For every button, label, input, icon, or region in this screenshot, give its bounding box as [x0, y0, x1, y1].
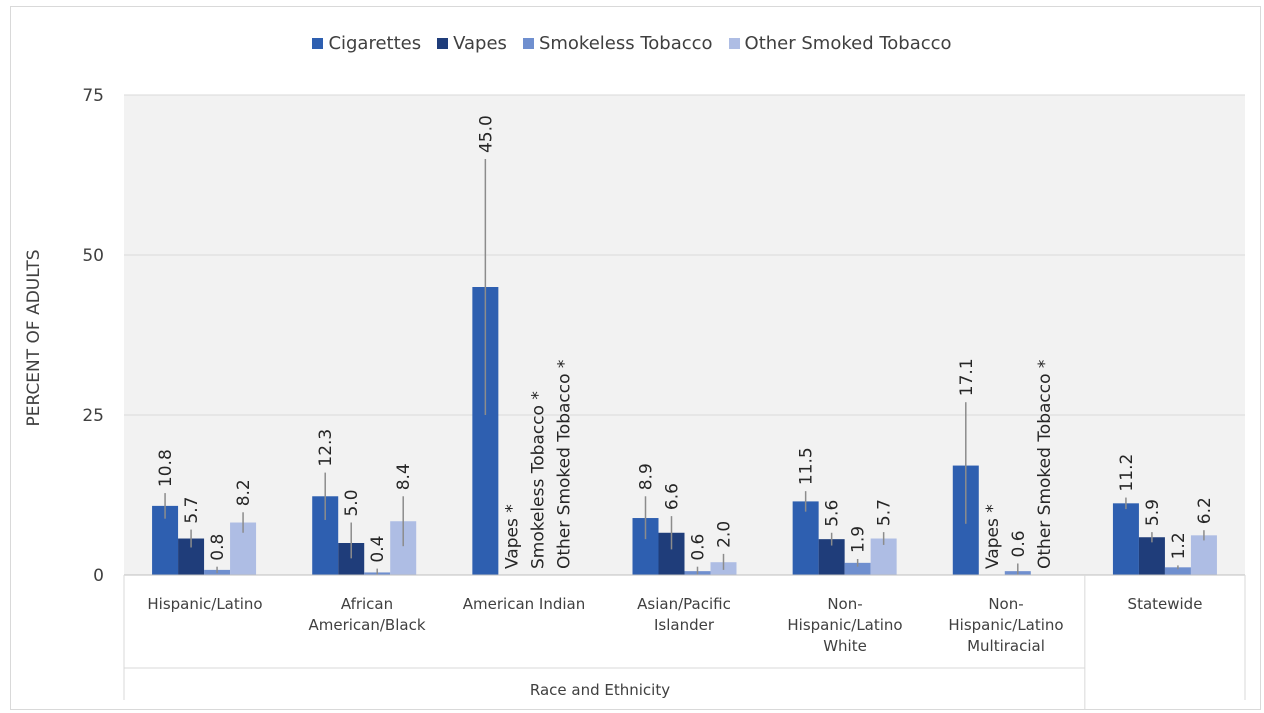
bar	[1112, 503, 1139, 575]
legend-item-other-smoked-tobacco: Other Smoked Tobacco	[728, 33, 952, 54]
data-label: 10.8	[156, 449, 176, 487]
legend-item-vapes: Vapes	[437, 33, 507, 54]
data-label: 8.2	[234, 479, 254, 506]
legend-label: Cigarettes	[328, 33, 422, 54]
data-label: Vapes *	[983, 504, 1003, 569]
bar	[844, 562, 871, 575]
data-label: 11.2	[1117, 454, 1137, 492]
data-label: 8.9	[637, 463, 657, 490]
category-label: Hispanic/Latino	[147, 595, 263, 613]
axes	[123, 574, 1246, 710]
data-label: 1.9	[849, 526, 869, 553]
y-axis-title: PERCENT OF ADULTS	[24, 249, 44, 427]
data-labels: 10.8 12.3 45.0 8.9 11.5 17.1 11.2 5.7 5.0 Vapes *…	[156, 115, 1215, 569]
legend-label: Vapes	[453, 33, 507, 54]
bar	[792, 501, 819, 575]
data-label: 0.4	[368, 536, 388, 563]
y-tick-label: 25	[82, 406, 104, 426]
legend-swatch-other-smoked-tobacco	[728, 38, 740, 49]
data-label: 5.0	[342, 489, 362, 516]
category-label: African American/Black	[308, 595, 426, 634]
data-label: 17.1	[957, 358, 977, 396]
data-label: Other Smoked Tobacco *	[1035, 360, 1055, 569]
legend-label: Smokeless Tobacco	[538, 33, 713, 54]
error-bars	[164, 159, 1205, 575]
data-label: 1.2	[1169, 532, 1189, 559]
data-label: 5.7	[182, 497, 202, 524]
data-label: 5.7	[875, 499, 895, 526]
data-label: Vapes *	[502, 504, 522, 569]
data-label: 5.9	[1143, 499, 1163, 526]
bar	[1138, 537, 1165, 575]
y-tick-label: 0	[93, 566, 104, 586]
category-label: Non- Hispanic/Latino Multiracial	[948, 595, 1064, 655]
y-axis-ticks: 0 25 50 75	[82, 86, 104, 586]
data-label: 0.6	[689, 534, 709, 561]
data-label: 2.0	[715, 521, 735, 548]
data-label: 0.6	[1009, 530, 1029, 557]
y-tick-label: 75	[82, 86, 104, 106]
category-label: Statewide	[1127, 595, 1203, 613]
data-label: 0.8	[208, 534, 228, 561]
data-label: 5.6	[823, 500, 843, 527]
category-label: American Indian	[462, 595, 586, 613]
legend-label: Other Smoked Tobacco	[744, 33, 952, 54]
data-label: 45.0	[476, 115, 496, 153]
gridlines	[124, 94, 1245, 575]
data-label: Smokeless Tobacco *	[528, 391, 548, 569]
bar	[1164, 567, 1191, 575]
legend: Cigarettes Vapes Smokeless Tobacco Other…	[0, 33, 1264, 54]
legend-item-cigarettes: Cigarettes	[312, 33, 421, 54]
legend-item-smokeless-tobacco: Smokeless Tobacco	[522, 33, 713, 54]
data-label: Other Smoked Tobacco *	[554, 360, 574, 569]
plot-area	[124, 95, 1245, 575]
bar	[1190, 535, 1217, 575]
category-label: Non- Hispanic/Latino White	[787, 595, 903, 655]
data-label: 6.2	[1195, 497, 1215, 524]
legend-swatch-smokeless-tobacco	[522, 38, 534, 49]
data-label: 8.4	[394, 463, 414, 490]
data-label: 6.6	[663, 483, 683, 510]
legend-swatch-cigarettes	[312, 38, 324, 49]
data-label: 12.3	[316, 429, 336, 467]
data-label: 11.5	[797, 447, 817, 485]
x-axis-title: Race and Ethnicity	[529, 681, 671, 699]
y-tick-label: 50	[82, 246, 104, 266]
category-label: Asian/Pacific Islander	[637, 595, 731, 634]
legend-swatch-vapes	[437, 38, 449, 49]
